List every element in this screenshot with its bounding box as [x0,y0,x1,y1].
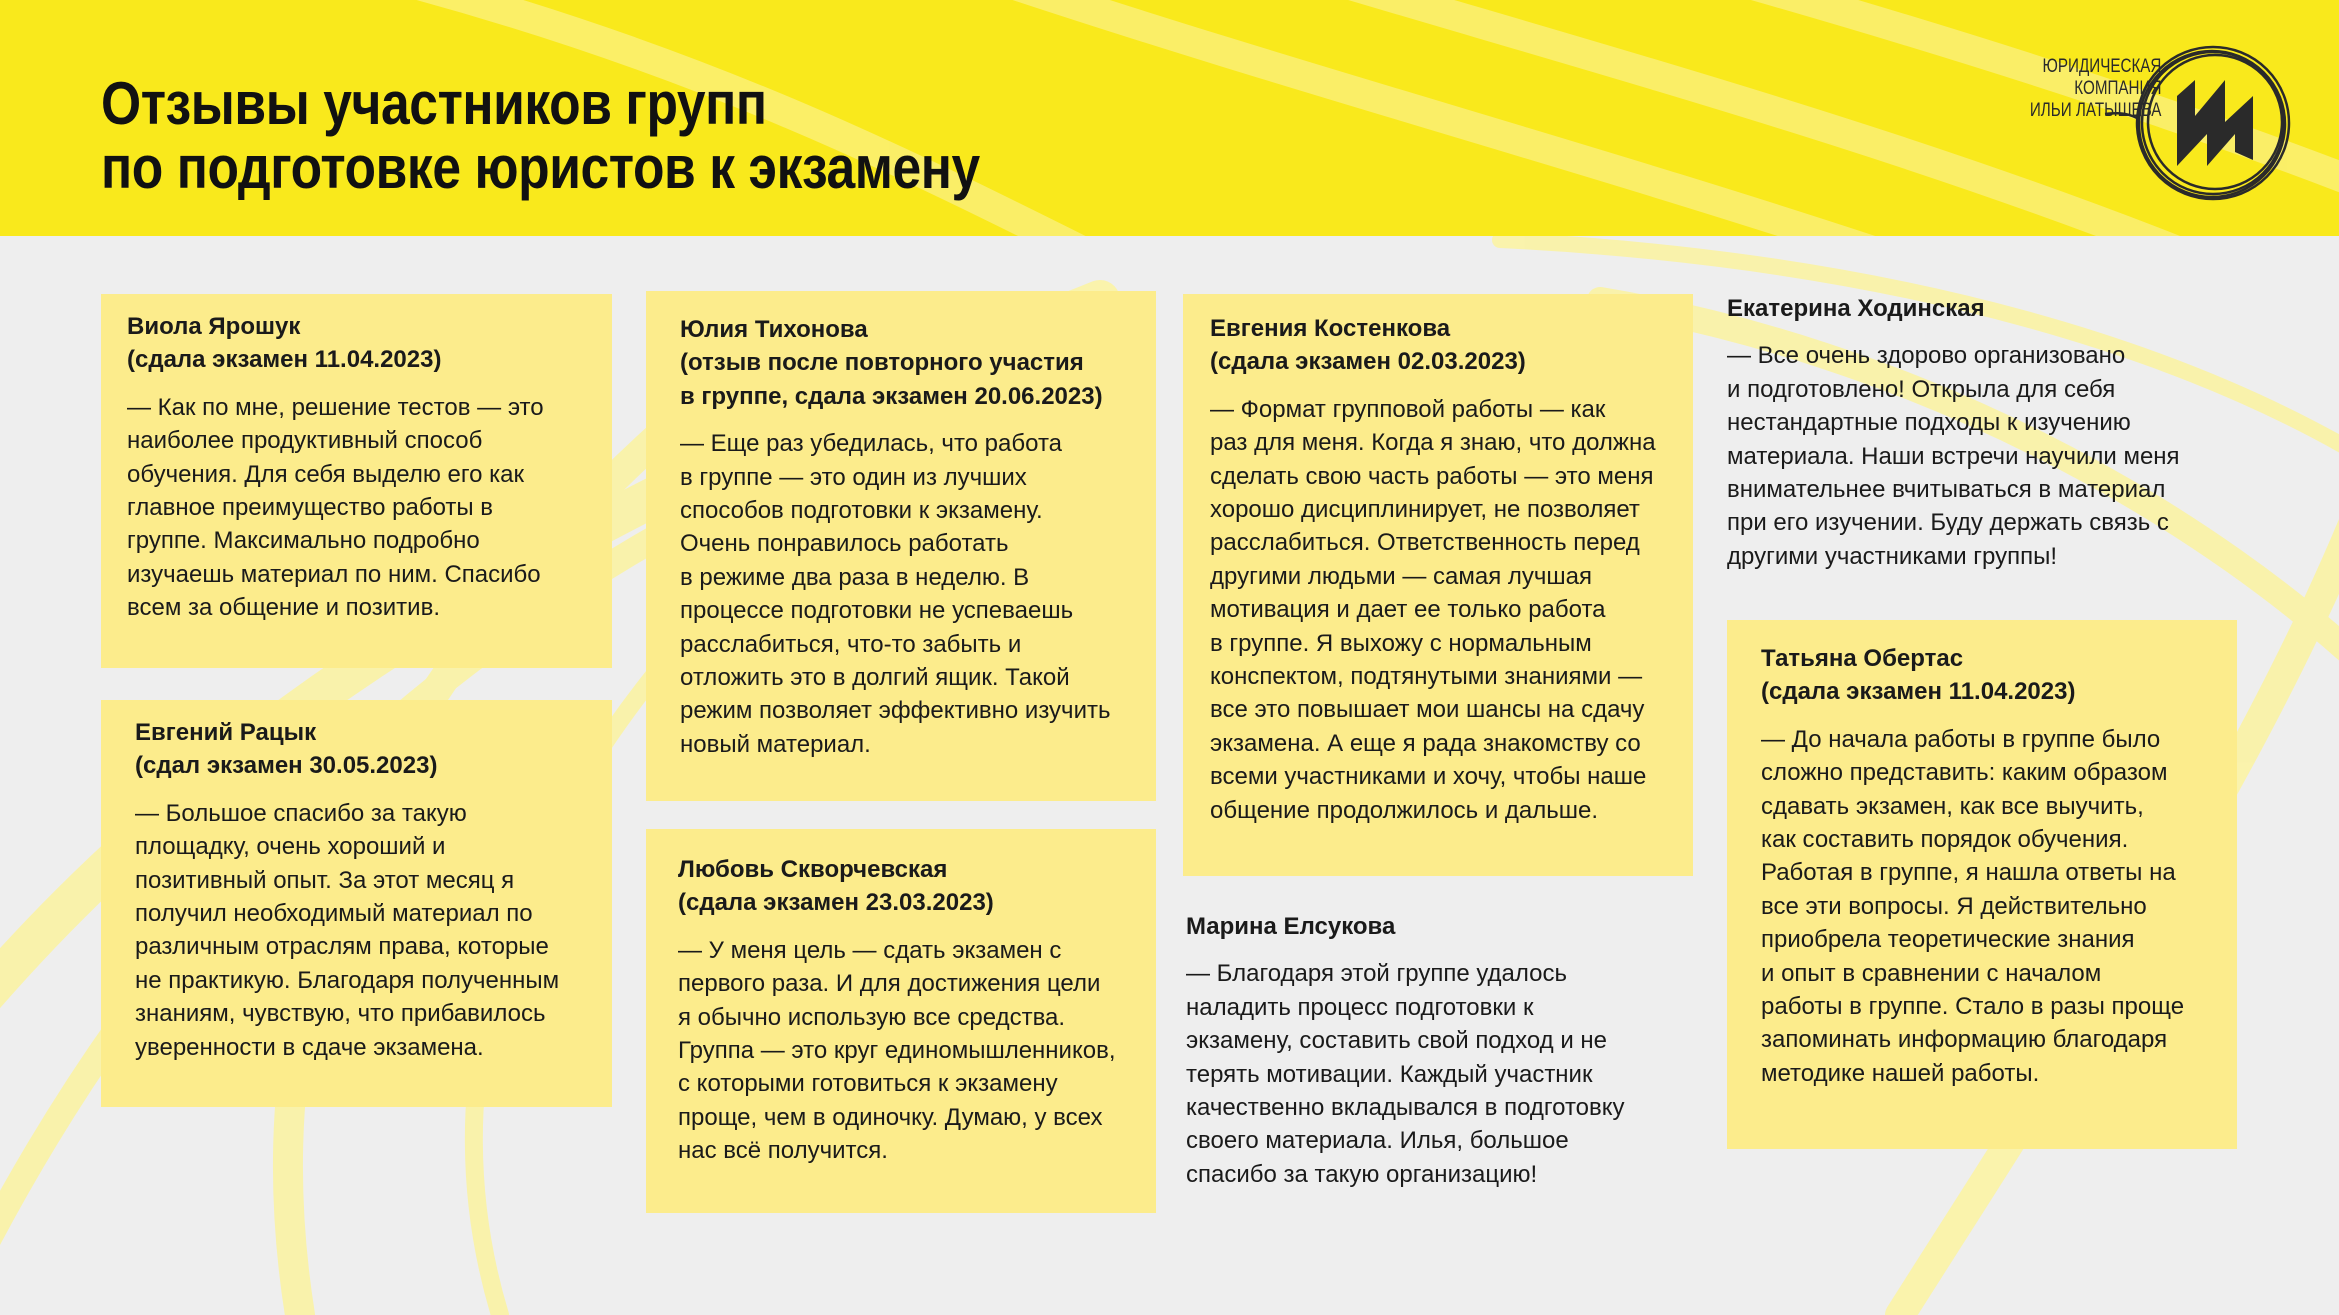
company-logo-icon [2104,45,2291,201]
review-card: Екатерина Ходинская — Все очень здорово о… [1701,276,2241,596]
company-name-line-1: ЮРИДИЧЕСКАЯ [2042,56,2161,77]
reviewer-name: Виола Ярошук (сдала экзамен 11.04.2023) [127,313,442,374]
reviewer-name: Екатерина Ходинская [1727,295,1985,322]
review-text: — Формат групповой работы — как раз для … [1210,395,1656,824]
reviewer-name: Татьяна Обертас (сдала экзамен 11.04.202… [1761,645,2076,706]
review-card: Евгений Рацык (сдал экзамен 30.05.2023) —… [101,700,612,1107]
page-title: Отзывы участников групп по подготовке юр… [101,72,980,200]
reviewer-name: Юлия Тихонова (отзыв после повторного уч… [680,316,1103,410]
header-banner: Отзывы участников групп по подготовке юр… [0,0,2339,236]
company-name-line-2: КОМПАНИЯ [2073,78,2161,99]
review-text: — Все очень здорово организовано и подго… [1727,342,2180,570]
review-card: Татьяна Обертас (сдала экзамен 11.04.202… [1727,620,2237,1149]
review-text: — Благодаря этой группе удалось наладить… [1186,960,1625,1188]
review-card: Евгения Костенкова (сдала экзамен 02.03.… [1183,294,1693,876]
review-card: Марина Елсукова — Благодаря этой группе у… [1161,894,1701,1214]
reviewer-name: Марина Елсукова [1186,913,1396,940]
review-card: Юлия Тихонова (отзыв после повторного уч… [646,291,1156,801]
review-text: — Еще раз убедилась, что работа в группе… [680,430,1111,758]
title-line-1: Отзывы участников групп [101,70,767,137]
review-card: Любовь Скворчевская (сдала экзамен 23.03… [646,829,1156,1213]
review-text: — У меня цель — сдать экзамен с первого … [678,936,1116,1165]
review-text: — Большое спасибо за такую площадку, оче… [135,799,560,1061]
review-text: — До начала работы в группе было сложно … [1761,725,2185,1087]
review-card: Виола Ярошук (сдала экзамен 11.04.2023) —… [101,294,612,668]
reviewer-name: Любовь Скворчевская (сдала экзамен 23.03… [678,856,994,917]
reviewer-name: Евгения Костенкова (сдала экзамен 02.03.… [1210,315,1526,376]
reviewer-name: Евгений Рацык (сдал экзамен 30.05.2023) [135,719,438,780]
title-line-2: по подготовке юристов к экзамену [101,134,980,201]
header-swooshes [416,0,2339,236]
review-text: — Как по мне, решение тестов — это наибо… [127,393,544,622]
